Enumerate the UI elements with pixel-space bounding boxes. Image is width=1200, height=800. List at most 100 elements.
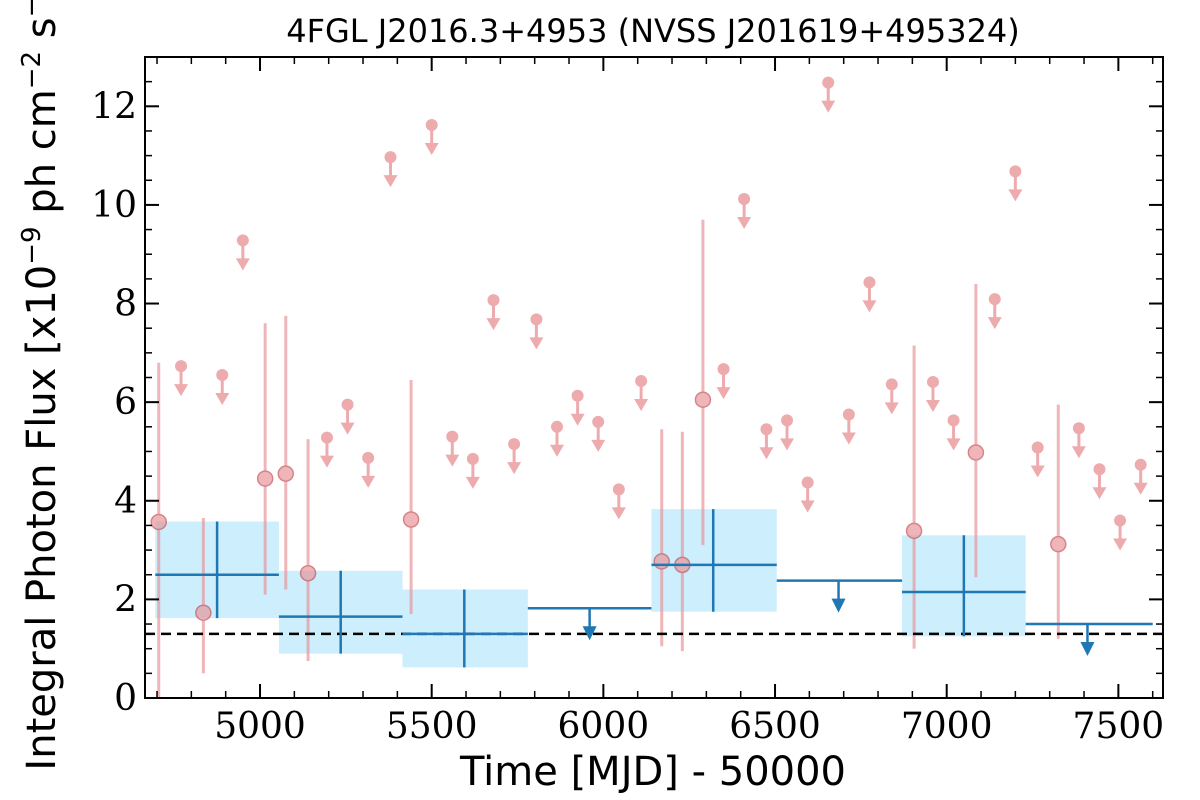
x-tick-label: 7500 xyxy=(1073,706,1165,747)
short-bin-upper-limit xyxy=(445,430,460,467)
short-bin-upper-limit xyxy=(611,483,626,520)
upper-limit-arrowhead xyxy=(215,393,230,406)
upper-limit-arrowhead xyxy=(831,598,846,613)
plot-area: 5000 5500 6000 6500 7000 7500 0 2 4 6 8 10 12 xyxy=(91,56,1164,747)
short-bin-upper-limit xyxy=(884,378,899,415)
upper-limit-arrowhead xyxy=(424,143,439,156)
short-bin-upper-limit xyxy=(1092,463,1107,500)
y-tick-label: 2 xyxy=(114,579,137,620)
short-bin-upper-limit xyxy=(383,151,398,188)
short-bin-point xyxy=(1050,404,1067,639)
short-bin-point xyxy=(277,315,295,590)
upper-limit-arrowhead xyxy=(737,217,752,230)
short-bin-upper-limit xyxy=(841,408,856,445)
short-bin-upper-limit xyxy=(1133,458,1148,495)
x-tick-label: 6500 xyxy=(729,706,821,747)
short-bin-upper-limit xyxy=(507,438,522,475)
short-bin-upper-limit xyxy=(550,420,565,457)
short-bin-marker xyxy=(195,604,212,621)
upper-limit-marker xyxy=(175,360,188,373)
upper-limit-marker xyxy=(612,483,625,496)
upper-limit-arrowhead xyxy=(507,462,522,475)
upper-limit-arrowhead xyxy=(445,454,460,467)
short-bin-point xyxy=(905,345,923,649)
upper-limit-marker xyxy=(362,451,375,464)
upper-limit-arrowhead xyxy=(1030,465,1045,478)
short-bin-marker xyxy=(277,465,295,482)
upper-limit-marker xyxy=(425,119,438,132)
upper-limit-arrowhead xyxy=(361,475,376,488)
short-bin-upper-limit xyxy=(1113,514,1128,551)
short-bin-point xyxy=(402,379,420,615)
y-label-unit-2: s xyxy=(19,17,65,51)
upper-limit-arrowhead xyxy=(319,455,334,468)
upper-limit-marker xyxy=(1114,514,1127,527)
upper-limit-arrowhead xyxy=(383,175,398,188)
upper-limit-arrowhead xyxy=(1092,487,1107,500)
y-label-exponent-1: −9 xyxy=(17,226,47,264)
upper-limit-arrowhead xyxy=(340,422,355,435)
short-bin-point xyxy=(694,219,712,546)
upper-limit-arrowhead xyxy=(570,413,585,426)
short-bin-marker xyxy=(967,444,985,461)
short-bin-upper-limit xyxy=(591,415,606,452)
y-label-main: Integral Photon Flux [x10 xyxy=(19,265,65,771)
upper-limit-marker xyxy=(466,452,479,465)
upper-limit-arrowhead xyxy=(235,258,250,271)
short-bin-upper-limit xyxy=(634,374,649,411)
short-bin-upper-limit xyxy=(570,389,585,426)
upper-limit-marker xyxy=(1031,441,1044,454)
y-tick-label: 0 xyxy=(114,678,137,719)
upper-limit-arrowhead xyxy=(841,432,856,445)
long-bin-upper-limits xyxy=(527,579,1153,657)
upper-limit-marker xyxy=(592,415,605,428)
upper-limit-marker xyxy=(738,193,751,206)
upper-limit-marker xyxy=(571,389,584,402)
short-bin-upper-limit xyxy=(862,276,877,313)
upper-limit-arrowhead xyxy=(759,447,774,460)
axis-ticks: 5000 5500 6000 6500 7000 7500 0 2 4 6 8 10 12 xyxy=(91,57,1164,747)
upper-limit-marker xyxy=(635,374,648,387)
upper-limit-marker xyxy=(801,476,814,489)
long-bin-upper-limit xyxy=(1025,622,1153,657)
upper-limit-arrowhead xyxy=(1008,189,1023,202)
upper-limit-marker xyxy=(384,151,397,164)
upper-limit-marker xyxy=(508,438,521,451)
short-bin-marker xyxy=(256,470,274,487)
short-bin-point xyxy=(195,518,212,674)
short-bin-detections xyxy=(150,219,1067,698)
short-bin-upper-limit xyxy=(925,375,940,412)
upper-limit-arrowhead xyxy=(1113,538,1128,551)
upper-limit-arrowhead xyxy=(529,337,544,350)
upper-limit-marker xyxy=(842,408,855,421)
y-tick-label: 6 xyxy=(114,382,137,423)
upper-limit-arrowhead xyxy=(174,384,189,397)
short-bin-upper-limit xyxy=(215,369,230,406)
upper-limit-arrowhead xyxy=(591,439,606,452)
upper-limit-marker xyxy=(1093,463,1106,476)
upper-limit-marker xyxy=(885,378,898,391)
y-axis-label: Integral Photon Flux [x10−9 ph cm−2 s−1] xyxy=(17,0,65,771)
short-bin-upper-limit xyxy=(800,476,815,513)
y-label-exponent-2: −2 xyxy=(17,51,47,89)
short-bin-upper-limit xyxy=(1071,422,1086,459)
upper-limit-arrowhead xyxy=(884,402,899,415)
upper-limit-marker xyxy=(530,313,543,326)
upper-limit-marker xyxy=(760,423,773,436)
short-bin-upper-limits xyxy=(174,76,1148,551)
upper-limit-arrowhead xyxy=(821,100,836,113)
long-bin-upper-limit xyxy=(527,607,652,641)
long-bin-detections xyxy=(155,509,1026,668)
y-label-exponent-3: −1 xyxy=(17,0,47,17)
upper-limit-arrowhead xyxy=(1071,446,1086,459)
upper-limit-marker xyxy=(988,293,1001,306)
upper-limit-arrowhead xyxy=(716,387,731,400)
y-tick-label: 4 xyxy=(114,481,137,522)
y-tick-label: 12 xyxy=(91,86,137,127)
long-bin-point xyxy=(902,535,1026,637)
upper-limit-arrowhead xyxy=(550,444,565,457)
upper-limit-marker xyxy=(551,420,564,433)
long-bin-upper-limit xyxy=(776,579,903,613)
long-bin-point xyxy=(278,570,403,654)
upper-limit-marker xyxy=(320,431,333,444)
